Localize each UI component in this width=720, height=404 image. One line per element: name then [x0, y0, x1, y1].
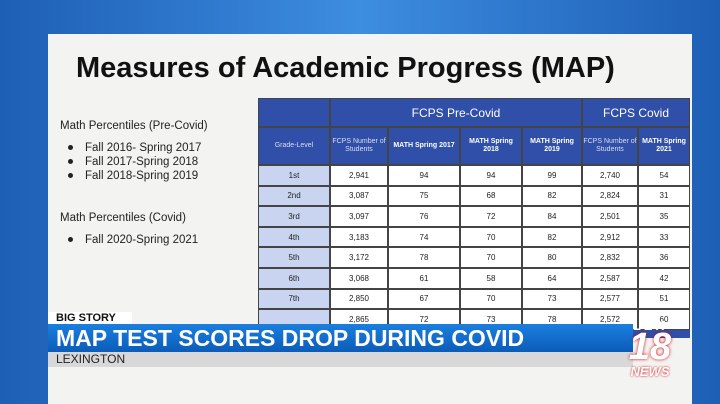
table-cell: 68	[460, 185, 522, 207]
table-cell: 2,577	[582, 288, 638, 310]
column-header: MATH Spring 2019	[522, 127, 582, 165]
column-header: MATH Spring 2018	[460, 127, 522, 165]
table-cell: 36	[638, 247, 690, 268]
table-cell: 73	[522, 288, 582, 310]
bullet-text: Fall 2016- Spring 2017	[85, 142, 202, 154]
bullet	[68, 237, 73, 243]
logo-brand: NEWS	[630, 364, 670, 379]
table-cell: 2,850	[330, 288, 388, 310]
column-header: FCPS Number of Students	[330, 127, 388, 165]
table-cell: 70	[460, 226, 522, 248]
table-cell: 75	[388, 185, 460, 207]
section-heading: Math Percentiles (Covid)	[60, 212, 186, 224]
bullet-text: Fall 2017-Spring 2018	[85, 156, 199, 168]
row-label: 1st	[258, 165, 330, 186]
table-cell: 51	[638, 288, 690, 310]
table-cell: 80	[522, 247, 582, 268]
location: LEXINGTON	[48, 352, 633, 367]
table-cell: 2,824	[582, 185, 638, 207]
table-cell: 33	[638, 226, 690, 248]
table-cell: 42	[638, 268, 690, 289]
bullet-item: Fall 2017-Spring 2018	[68, 156, 198, 168]
column-header: FCPS Number of Students	[582, 127, 638, 165]
table-cell: 61	[388, 268, 460, 289]
row-label: 5th	[258, 247, 330, 268]
table-cell: 94	[460, 165, 522, 186]
table-cell: 3,087	[330, 185, 388, 207]
header-blank	[258, 98, 330, 127]
row-label: 7th	[258, 288, 330, 310]
table-cell: 78	[388, 247, 460, 268]
bullet-item: Fall 2016- Spring 2017	[68, 142, 201, 154]
row-label: 3rd	[258, 206, 330, 227]
bullet-text: Fall 2020-Spring 2021	[85, 234, 199, 246]
group-header: FCPS Pre-Covid	[330, 98, 582, 127]
table-cell: 3,172	[330, 247, 388, 268]
table-cell: 74	[388, 226, 460, 248]
table-cell: 70	[460, 288, 522, 310]
row-label: 6th	[258, 268, 330, 289]
bullet	[68, 173, 73, 179]
table-cell: 31	[638, 185, 690, 207]
table-cell: 84	[522, 206, 582, 227]
scores-table: FCPS Pre-Covid FCPS Covid Grade-Level FCPS …	[258, 98, 690, 338]
table-cell: 3,097	[330, 206, 388, 227]
station-logo: LEX 18 NEWS	[615, 318, 685, 380]
table-cell: 72	[460, 206, 522, 227]
table-cell: 76	[388, 206, 460, 227]
row-label: 2nd	[258, 185, 330, 207]
table-cell: 82	[522, 226, 582, 248]
table-cell: 94	[388, 165, 460, 186]
logo-station: LEX	[632, 318, 668, 333]
column-header: MATH Spring 2021	[638, 127, 690, 165]
table-cell: 2,501	[582, 206, 638, 227]
table-cell: 2,740	[582, 165, 638, 186]
bullet-item: Fall 2020-Spring 2021	[68, 234, 198, 246]
table-cell: 54	[638, 165, 690, 186]
section-heading: Math Percentiles (Pre-Covid)	[60, 120, 208, 132]
headline: MAP TEST SCORES DROP DURING COVID	[48, 324, 633, 352]
table-cell: 3,183	[330, 226, 388, 248]
table-cell: 3,068	[330, 268, 388, 289]
bullet	[68, 159, 73, 165]
logo-channel: 18	[628, 326, 672, 368]
table-cell: 82	[522, 185, 582, 207]
table-cell: 35	[638, 206, 690, 227]
table-cell: 2,941	[330, 165, 388, 186]
row-label: 4th	[258, 226, 330, 248]
slide-title: Measures of Academic Progress (MAP)	[76, 52, 615, 84]
table-cell: 64	[522, 268, 582, 289]
kicker: BIG STORY	[48, 312, 132, 324]
table-cell: 99	[522, 165, 582, 186]
column-header: Grade-Level	[258, 127, 330, 165]
column-header: MATH Spring 2017	[388, 127, 460, 165]
table-cell: 2,587	[582, 268, 638, 289]
bullet-item: Fall 2018-Spring 2019	[68, 170, 198, 182]
table-cell: 2,832	[582, 247, 638, 268]
table-cell: 67	[388, 288, 460, 310]
bullet	[68, 145, 73, 151]
bullet-text: Fall 2018-Spring 2019	[85, 170, 199, 182]
group-header: FCPS Covid	[582, 98, 690, 127]
table-cell: 58	[460, 268, 522, 289]
table-cell: 60	[638, 309, 690, 330]
table-cell: 70	[460, 247, 522, 268]
table-cell: 2,912	[582, 226, 638, 248]
